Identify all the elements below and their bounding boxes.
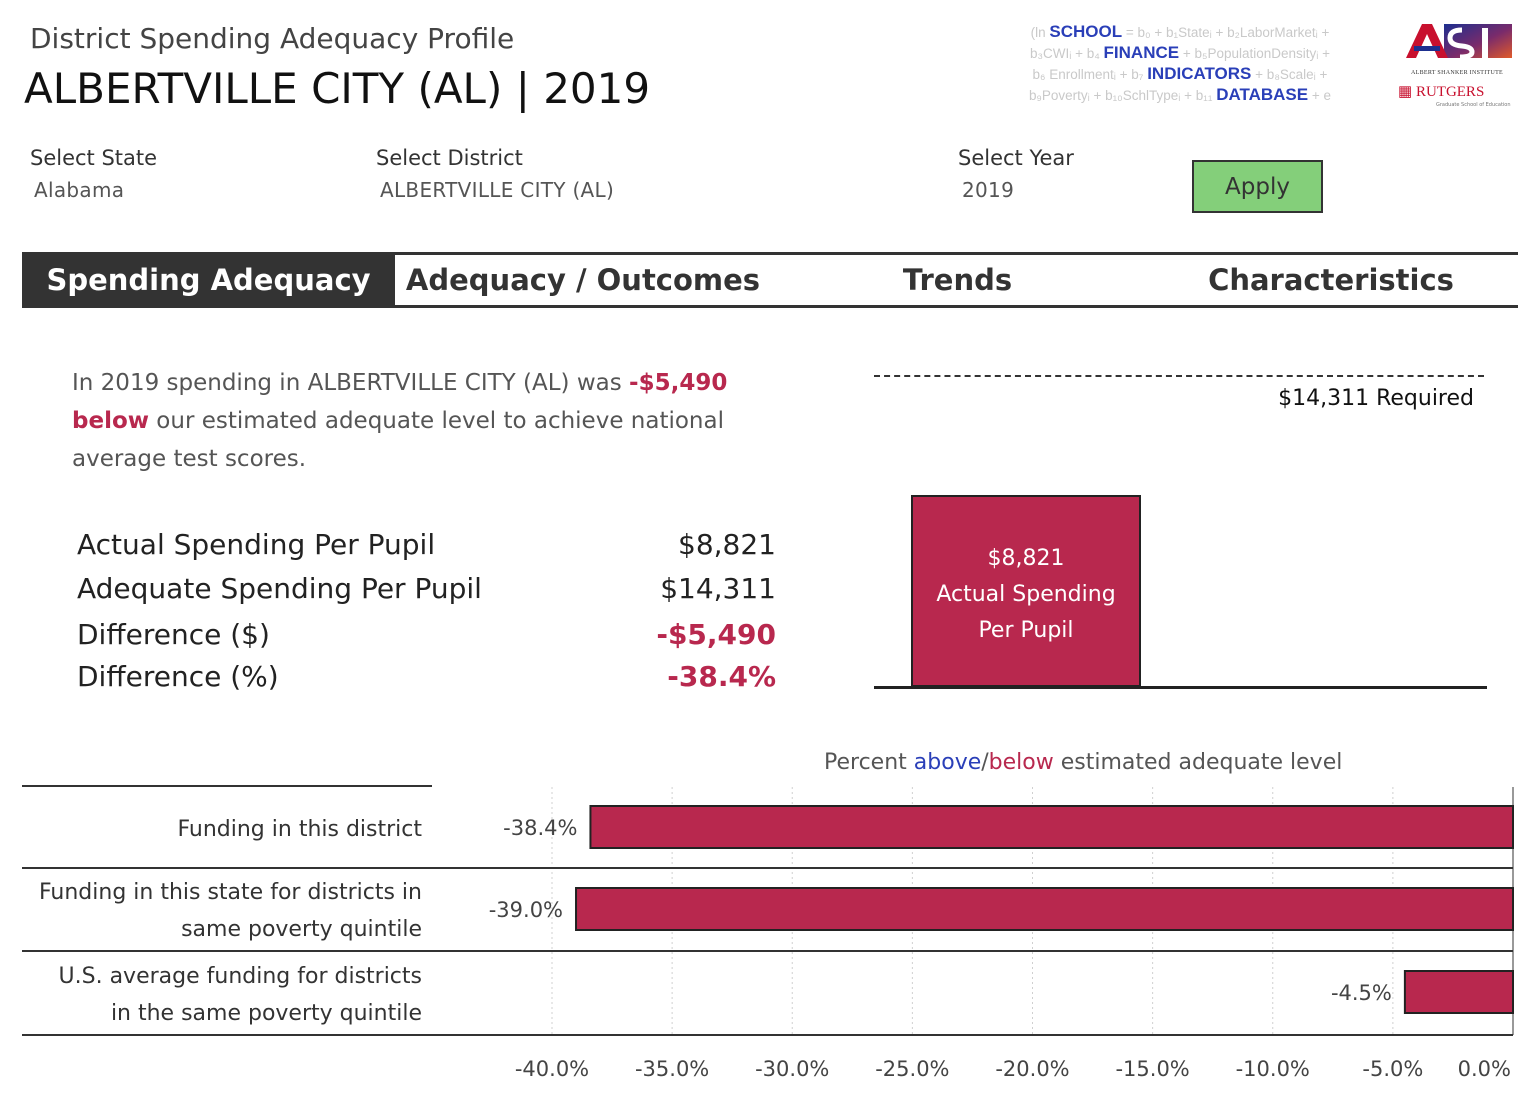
page-subtitle: District Spending Adequacy Profile xyxy=(30,22,515,55)
rutgers-shield-icon: ▦ xyxy=(1398,84,1413,100)
comparison-row-label: U.S. average funding for districts in the… xyxy=(58,964,422,1026)
asi-mark-icon xyxy=(1406,24,1512,60)
comparison-bar xyxy=(575,887,1514,931)
year-select[interactable]: 2019 xyxy=(962,178,1015,202)
tab-adequacy-outcomes[interactable]: Adequacy / Outcomes xyxy=(405,263,761,297)
tab-characteristics[interactable]: Characteristics xyxy=(1208,263,1454,297)
metric-label-difference-dollars: Difference ($) xyxy=(77,618,270,651)
metric-value-difference-percent: -38.4% xyxy=(667,660,776,693)
metric-label-actual: Actual Spending Per Pupil xyxy=(77,528,436,561)
bar-value-label: -38.4% xyxy=(503,816,577,840)
actual-bar-caption-line1: Actual Spending xyxy=(936,582,1116,607)
metric-value-difference-dollars: -$5,490 xyxy=(656,618,776,651)
state-filter-label: Select State xyxy=(30,146,158,170)
asi-rutgers-logo: ALBERT SHANKER INSTITUTE ▦ RUTGERS Gradu… xyxy=(1396,18,1518,118)
comparison-row-label: Funding in this state for districts in sa… xyxy=(38,880,422,942)
tab-spending-adequacy[interactable]: Spending Adequacy xyxy=(22,255,395,305)
required-spending-label: $14,311 Required xyxy=(1278,386,1474,411)
x-tick-label: -35.0% xyxy=(635,1057,709,1081)
bar-value-label: -4.5% xyxy=(1331,981,1392,1005)
tab-bar-bottom-divider xyxy=(22,305,1518,308)
state-select[interactable]: Alabama xyxy=(34,178,125,202)
narrative-direction: below xyxy=(72,408,149,434)
year-filter-label: Select Year xyxy=(958,146,1074,170)
comparison-chart-title: Percent above/below estimated adequate l… xyxy=(824,750,1343,775)
x-tick-label: -5.0% xyxy=(1362,1057,1423,1081)
bar-value-label: -39.0% xyxy=(489,898,563,922)
metric-label-adequate: Adequate Spending Per Pupil xyxy=(77,572,482,605)
x-tick-label: -40.0% xyxy=(515,1057,589,1081)
comparison-row-label: Funding in this district xyxy=(177,817,422,842)
x-tick-label: -30.0% xyxy=(755,1057,829,1081)
actual-bar-caption-line2: Per Pupil xyxy=(978,618,1074,643)
tab-bar-top-divider xyxy=(22,252,1518,255)
actual-bar-value-label: $8,821 xyxy=(987,546,1065,571)
district-select[interactable]: ALBERTVILLE CITY (AL) xyxy=(380,178,615,202)
x-tick-label: -10.0% xyxy=(1236,1057,1310,1081)
x-tick-label: -20.0% xyxy=(995,1057,1069,1081)
sfid-logo: (ln SCHOOL = b₀ + b₁Stateᵢ + b₂LaborMark… xyxy=(1028,22,1332,104)
metric-value-adequate: $14,311 xyxy=(660,572,776,605)
x-tick-label: -25.0% xyxy=(875,1057,949,1081)
summary-narrative: In 2019 spending in ALBERTVILLE CITY (AL… xyxy=(72,370,728,472)
metric-value-actual: $8,821 xyxy=(678,528,776,561)
comparison-bar xyxy=(1403,970,1514,1014)
district-filter-label: Select District xyxy=(376,146,523,170)
page-title: ALBERTVILLE CITY (AL) | 2019 xyxy=(24,64,651,113)
tab-trends[interactable]: Trends xyxy=(902,263,1013,297)
apply-button[interactable]: Apply xyxy=(1192,160,1323,213)
x-tick-label: -15.0% xyxy=(1115,1057,1189,1081)
comparison-bar-chart: -38.4% -39.0% -4.5% -40.0% -35.0% -30.0% -25.0… xyxy=(22,785,1514,1081)
actual-spending-bar[interactable]: $8,821 Actual Spending Per Pupil xyxy=(911,495,1141,687)
rutgers-logo: ▦ RUTGERS xyxy=(1398,84,1485,100)
metric-label-difference-percent: Difference (%) xyxy=(77,660,279,693)
x-tick-label: 0.0% xyxy=(1458,1057,1511,1081)
comparison-bar xyxy=(589,805,1514,849)
required-spending-line xyxy=(874,375,1484,377)
narrative-amount: -$5,490 xyxy=(629,370,728,396)
spending-chart-baseline xyxy=(874,686,1487,689)
